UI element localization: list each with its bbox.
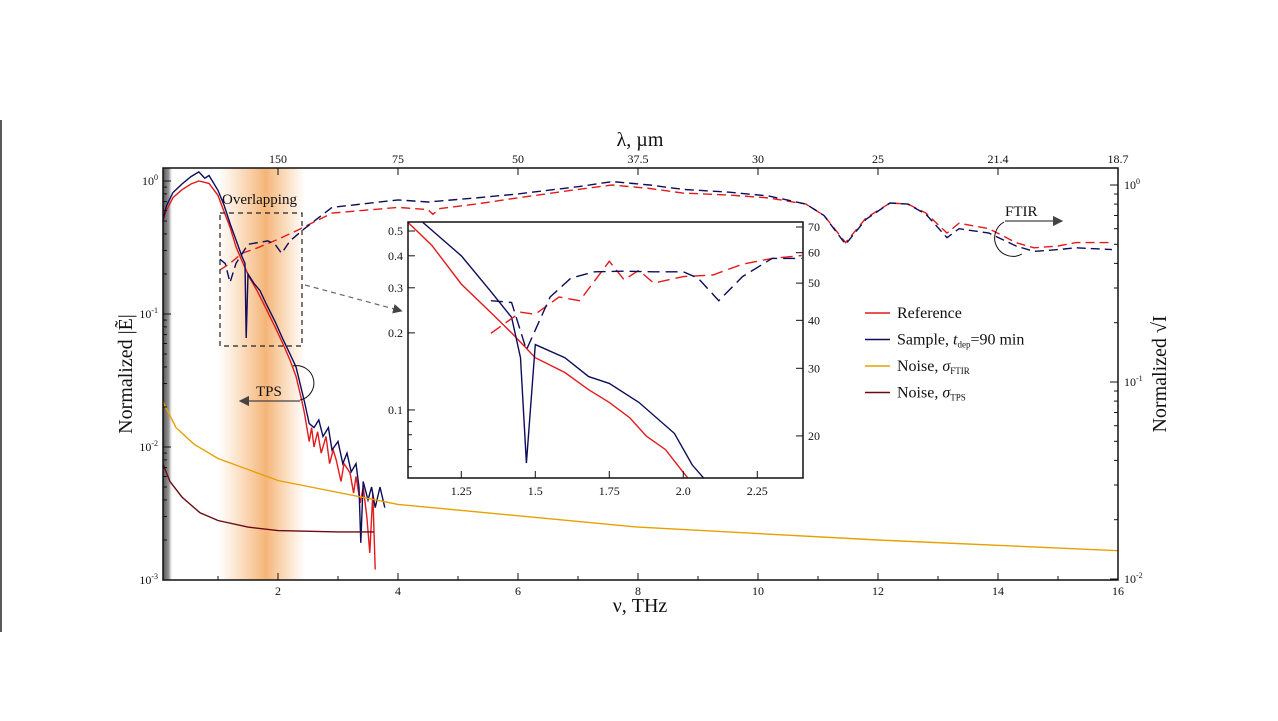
inset-x-tick-label: 1.75 [599, 484, 620, 498]
legend-entry: Noise, σTPS [897, 385, 966, 403]
inset-axes: 1.25 1.5 1.75 2.0 2.25 0.5 0.4 0.3 0.2 0.1 70 60 50 4… [388, 220, 820, 498]
inset-y2-tick-label: 60 [808, 246, 820, 260]
y2-tick-label: 10-2 [1124, 571, 1143, 586]
series-line-0 [163, 180, 376, 570]
ftir-loop [994, 221, 1023, 257]
x-tick-label: 10 [752, 584, 764, 598]
y2-tick-label: 100 [1124, 177, 1140, 192]
inset-x-tick-label: 1.5 [528, 484, 543, 498]
inset-frame [407, 221, 804, 479]
plot-frame [162, 167, 1119, 581]
legend: Reference Sample, tdep=90 min Noise, σFTIR… [865, 305, 1024, 403]
inset-series-line-2 [490, 254, 802, 334]
y-tick-label: 100 [142, 173, 158, 188]
inset-x-tick-label: 1.25 [451, 484, 472, 498]
axes: 2 150 4 75 6 50 8 37.5 10 30 12 25 14 21.4 16 18.7 100 10… [139, 152, 1142, 598]
series-line-1 [163, 171, 386, 543]
series-line-2 [219, 184, 1112, 271]
legend-entry: Reference [897, 305, 962, 322]
shaded-regions [163, 168, 305, 580]
inset-x-tick-label: 2.25 [747, 484, 768, 498]
zoom-arrow [304, 284, 403, 314]
tps-loop [292, 365, 315, 401]
inset-y2-tick-label: 70 [808, 220, 820, 234]
x2-tick-label: 30 [752, 152, 764, 166]
x2-tick-label: 50 [512, 152, 524, 166]
y2-tick-label: 10-1 [1124, 374, 1143, 389]
x-tick-label: 4 [395, 584, 401, 598]
inset-y2-tick-label: 30 [808, 361, 820, 375]
y2-axis-label: Normalized √I [1149, 315, 1171, 432]
legend-entry: Sample, tdep=90 min [897, 332, 1024, 350]
y-tick-label: 10-2 [139, 439, 158, 454]
inset-series [408, 222, 802, 478]
x-tick-label: 2 [275, 584, 281, 598]
tps-label: TPS [256, 384, 282, 400]
inset-frame-bg [408, 222, 803, 478]
series-line-5 [163, 463, 374, 533]
y-tick-label: 10-1 [139, 306, 158, 321]
overlap-box [219, 212, 303, 347]
y-axis-label: Normalized |Ẽ| [113, 314, 137, 434]
inset-y-tick-label: 0.5 [388, 224, 403, 238]
inset-y-tick-label: 0.2 [388, 326, 403, 340]
ftir-label: FTIR [1005, 204, 1038, 220]
x2-tick-label: 150 [269, 152, 287, 166]
series-line-4 [163, 401, 1118, 552]
inset-y-tick-label: 0.3 [388, 281, 403, 295]
inset-series-line-1 [422, 222, 705, 478]
inset-y-tick-label: 0.4 [388, 249, 403, 263]
x2-tick-label: 25 [872, 152, 884, 166]
x2-tick-label: 21.4 [988, 152, 1009, 166]
legend-entry: Noise, σFTIR [897, 358, 970, 376]
inset-y2-tick-label: 20 [808, 429, 820, 443]
x-tick-label: 12 [872, 584, 884, 598]
x2-tick-label: 75 [392, 152, 404, 166]
x2-axis-label: λ, µm [617, 129, 664, 151]
overlap-label: Overlapping [222, 192, 297, 208]
x-tick-label: 14 [992, 584, 1004, 598]
x-tick-label: 8 [635, 584, 641, 598]
y-tick-label: 10-3 [139, 572, 158, 587]
inset-series-line-0 [408, 222, 689, 478]
x-tick-label: 6 [515, 584, 521, 598]
inset-series-line-3 [490, 257, 802, 352]
x2-tick-label: 18.7 [1108, 152, 1129, 166]
x2-tick-label: 37.5 [628, 152, 649, 166]
inset-x-tick-label: 2.0 [676, 484, 691, 498]
x-axis-label: ν, THz [613, 595, 668, 617]
inset-y-tick-label: 0.1 [388, 403, 403, 417]
x-tick-label: 16 [1112, 584, 1124, 598]
main-series [163, 171, 1118, 570]
inset-y2-tick-label: 40 [808, 313, 820, 327]
cutoff-band [163, 168, 173, 580]
inset-y2-tick-label: 50 [808, 276, 820, 290]
